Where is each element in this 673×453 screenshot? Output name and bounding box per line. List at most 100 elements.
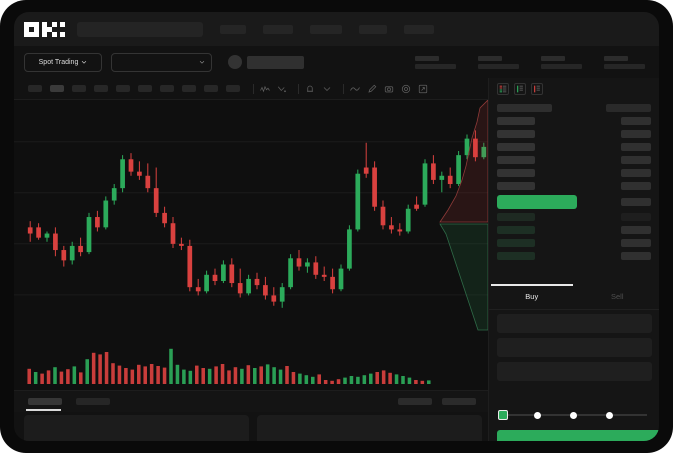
timeframe-7[interactable] bbox=[160, 85, 174, 92]
timeframe-3[interactable] bbox=[72, 85, 86, 92]
search-input[interactable] bbox=[77, 21, 203, 37]
compare-icon[interactable] bbox=[276, 83, 288, 95]
tab-open-orders[interactable] bbox=[26, 398, 62, 411]
orderbook-view-both-icon[interactable] bbox=[497, 83, 509, 95]
timeframe-10[interactable] bbox=[226, 85, 240, 92]
chevron-down-icon bbox=[82, 61, 87, 64]
indicators-icon[interactable] bbox=[259, 83, 271, 95]
coin-avatar bbox=[228, 55, 242, 69]
tab-sell[interactable]: Sell bbox=[575, 284, 660, 309]
stat-block-1 bbox=[415, 55, 456, 69]
top-navigation-bar bbox=[14, 12, 659, 46]
line-chart-icon[interactable] bbox=[349, 83, 361, 95]
nav-item-1[interactable] bbox=[220, 24, 246, 34]
stat-label bbox=[478, 55, 502, 61]
orders-content-cards bbox=[14, 412, 488, 441]
depth-sell-area bbox=[439, 100, 488, 223]
order-total-field[interactable] bbox=[497, 362, 652, 381]
order-amount-field[interactable] bbox=[497, 338, 652, 357]
order-book[interactable] bbox=[489, 100, 659, 282]
slider-handle[interactable] bbox=[498, 410, 508, 420]
orderbook-header-row bbox=[497, 104, 651, 112]
orders-card-2[interactable] bbox=[257, 415, 482, 441]
okx-logo-icon[interactable] bbox=[24, 21, 66, 37]
stat-block-2 bbox=[478, 55, 519, 69]
chevron-down-icon bbox=[199, 61, 205, 64]
orderbook-view-bids-icon[interactable] bbox=[514, 83, 526, 95]
nav-item-4[interactable] bbox=[359, 24, 387, 34]
nav-item-3[interactable] bbox=[310, 24, 342, 34]
pencil-icon[interactable] bbox=[366, 83, 378, 95]
amount-slider[interactable] bbox=[498, 409, 651, 421]
timeframe-4[interactable] bbox=[94, 85, 108, 92]
stat-block-3 bbox=[541, 55, 582, 69]
orderbook-ask-row[interactable] bbox=[497, 130, 651, 138]
order-form bbox=[489, 310, 659, 409]
toolbar-divider bbox=[298, 83, 299, 94]
tab-order-history[interactable] bbox=[76, 398, 110, 405]
trade-side-panel: Buy Sell bbox=[488, 78, 659, 441]
stat-label bbox=[541, 55, 565, 61]
orders-card-1[interactable] bbox=[24, 415, 249, 441]
timeframe-1[interactable] bbox=[28, 85, 42, 92]
candlestick-chart-svg bbox=[14, 130, 488, 308]
tab-buy[interactable]: Buy bbox=[489, 284, 575, 309]
orderbook-last-price-row bbox=[497, 195, 651, 209]
stat-label bbox=[604, 55, 628, 61]
orderbook-ask-row[interactable] bbox=[497, 156, 651, 164]
active-tab-indicator bbox=[26, 409, 61, 411]
place-order-button[interactable] bbox=[497, 430, 659, 441]
slider-step-50[interactable] bbox=[570, 411, 577, 419]
orderbook-bid-row[interactable] bbox=[497, 239, 651, 247]
slider-step-75[interactable] bbox=[606, 411, 613, 419]
stat-value bbox=[604, 63, 645, 69]
order-price-field[interactable] bbox=[497, 314, 652, 333]
timeframe-9[interactable] bbox=[204, 85, 218, 92]
timeframe-2[interactable] bbox=[50, 85, 64, 92]
chart-toolbar bbox=[14, 78, 488, 100]
undo-icon[interactable] bbox=[321, 83, 333, 95]
settings-icon[interactable] bbox=[400, 83, 412, 95]
depth-chart-svg bbox=[439, 100, 488, 331]
timeframe-8[interactable] bbox=[182, 85, 196, 92]
orderbook-ask-row[interactable] bbox=[497, 182, 651, 190]
orderbook-ask-row[interactable] bbox=[497, 169, 651, 177]
camera-icon[interactable] bbox=[383, 83, 395, 95]
timeframe-5[interactable] bbox=[116, 85, 130, 92]
candlestick-chart[interactable] bbox=[14, 100, 488, 332]
trading-mode-label: Spot Trading bbox=[38, 58, 79, 66]
orders-action-1[interactable] bbox=[398, 398, 432, 405]
orderbook-bid-row[interactable] bbox=[497, 226, 651, 234]
stat-value bbox=[478, 63, 519, 69]
tab-sell-label: Sell bbox=[610, 292, 624, 301]
nav-item-2[interactable] bbox=[263, 24, 293, 34]
market-sub-header: Spot Trading bbox=[14, 46, 659, 78]
orderbook-bid-row[interactable] bbox=[497, 213, 651, 221]
chart-gridlines bbox=[14, 141, 488, 296]
stat-block-4 bbox=[604, 55, 645, 69]
nav-item-5[interactable] bbox=[404, 24, 434, 34]
tab-buy-label: Buy bbox=[525, 292, 539, 301]
depth-chart-overlay bbox=[436, 100, 488, 332]
alert-icon[interactable] bbox=[304, 83, 316, 95]
fullscreen-icon[interactable] bbox=[417, 83, 429, 95]
orderbook-ask-row[interactable] bbox=[497, 117, 651, 125]
toolbar-divider bbox=[343, 83, 344, 94]
volume-chart bbox=[14, 332, 488, 390]
orderbook-bid-row[interactable] bbox=[497, 252, 651, 260]
pair-name bbox=[247, 55, 304, 69]
volume-chart-svg bbox=[27, 348, 431, 384]
stat-value bbox=[541, 63, 582, 69]
stat-value bbox=[415, 63, 456, 69]
orders-action-2[interactable] bbox=[442, 398, 476, 405]
volume-series bbox=[27, 348, 431, 384]
toolbar-divider bbox=[253, 83, 254, 94]
orderbook-ask-row[interactable] bbox=[497, 143, 651, 151]
trading-pair-select[interactable] bbox=[111, 52, 212, 72]
timeframe-6[interactable] bbox=[138, 85, 152, 92]
trading-mode-select[interactable]: Spot Trading bbox=[24, 52, 102, 72]
stat-label bbox=[415, 55, 439, 61]
orderbook-view-asks-icon[interactable] bbox=[531, 83, 543, 95]
slider-step-25[interactable] bbox=[534, 411, 541, 419]
